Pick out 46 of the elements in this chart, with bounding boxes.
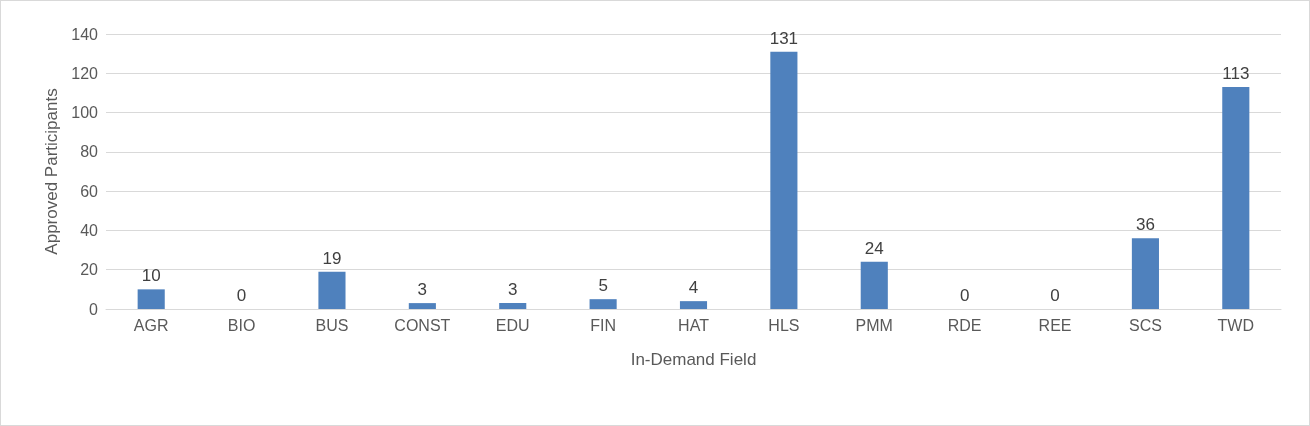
bar xyxy=(770,51,798,309)
x-tick-label: REE xyxy=(1038,316,1072,334)
x-tick-label: AGR xyxy=(133,316,169,334)
data-label: 10 xyxy=(141,266,161,286)
data-label: 131 xyxy=(769,28,799,48)
x-tick-label: CONST xyxy=(394,316,451,334)
y-tick-label: 60 xyxy=(80,182,99,200)
bar xyxy=(1222,87,1250,309)
x-tick-label: TWD xyxy=(1217,316,1255,334)
data-label: 5 xyxy=(598,276,608,296)
bar xyxy=(1131,238,1159,309)
x-tick-label: EDU xyxy=(495,316,530,334)
data-label: 0 xyxy=(1050,286,1060,305)
data-label: 3 xyxy=(417,280,428,300)
x-tick-label: HLS xyxy=(768,316,800,334)
x-tick-label: FIN xyxy=(590,316,617,334)
x-axis-title: In-Demand Field xyxy=(630,350,757,369)
data-label: 113 xyxy=(1222,64,1250,84)
data-label: 36 xyxy=(1135,215,1155,235)
bar xyxy=(589,299,617,309)
data-label: 19 xyxy=(322,248,342,268)
x-tick-label: BUS xyxy=(315,316,349,334)
data-label: 0 xyxy=(236,286,247,305)
y-tick-label: 100 xyxy=(71,104,99,122)
bar xyxy=(318,271,346,309)
data-label: 0 xyxy=(959,286,970,305)
y-tick-label: 0 xyxy=(89,300,99,318)
y-tick-label: 120 xyxy=(71,64,99,82)
x-tick-label: BIO xyxy=(227,316,256,334)
bar xyxy=(499,303,527,309)
y-tick-label: 20 xyxy=(80,261,99,279)
y-tick-label: 80 xyxy=(80,143,99,161)
x-tick-label: PMM xyxy=(855,316,893,334)
y-tick-label: 40 xyxy=(80,221,99,239)
y-tick-label: 140 xyxy=(71,25,99,43)
x-tick-label: RDE xyxy=(947,316,982,334)
data-label: 4 xyxy=(688,278,699,298)
bar xyxy=(408,303,436,309)
bar xyxy=(137,289,165,309)
data-label: 24 xyxy=(864,238,884,258)
bar xyxy=(860,261,888,309)
x-tick-label: SCS xyxy=(1128,316,1162,334)
bar xyxy=(679,301,708,309)
x-tick-label: HAT xyxy=(678,316,710,334)
data-label: 3 xyxy=(508,280,518,300)
y-axis-title: Approved Participants xyxy=(42,88,62,255)
